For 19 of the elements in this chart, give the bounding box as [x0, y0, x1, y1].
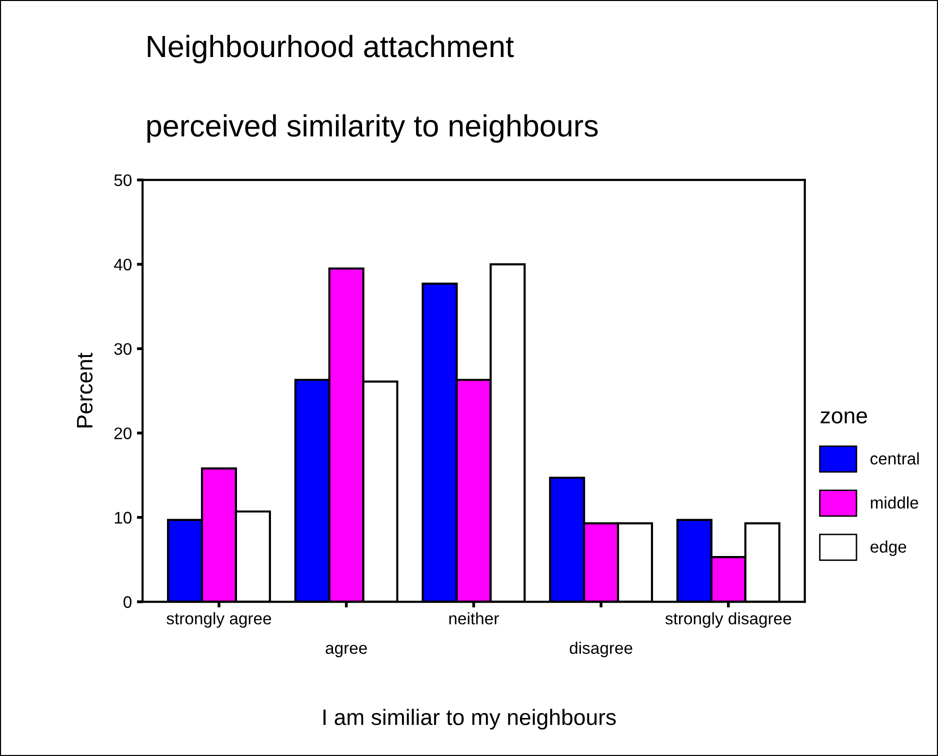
y-tick-label: 50 — [114, 174, 132, 186]
x-tick-label: strongly disagree — [665, 612, 792, 628]
chart-title: Neighbourhood attachment — [148, 34, 514, 64]
y-tick-label: 0 — [124, 596, 132, 608]
y-tick-label: 10 — [114, 512, 132, 524]
y-tick-label: 20 — [114, 427, 132, 440]
x-tick-label: neither — [449, 612, 499, 624]
chart-subtitle: perceived similarity to neighbours — [147, 114, 598, 143]
y-tick-label: 40 — [114, 258, 132, 270]
x-tick-label: strongly agree — [166, 612, 272, 628]
legend-label: central — [870, 452, 919, 465]
x-tick-label: disagree — [570, 642, 632, 658]
legend-label: edge — [870, 540, 906, 556]
x-axis-title: I am similiar to my neighbours — [323, 708, 616, 730]
legend-label: middle — [870, 496, 918, 509]
y-axis-title: Percent — [77, 352, 93, 428]
x-tick-label: agree — [326, 644, 367, 658]
y-tick-label: 30 — [114, 343, 132, 355]
legend-title: zone — [820, 411, 868, 424]
